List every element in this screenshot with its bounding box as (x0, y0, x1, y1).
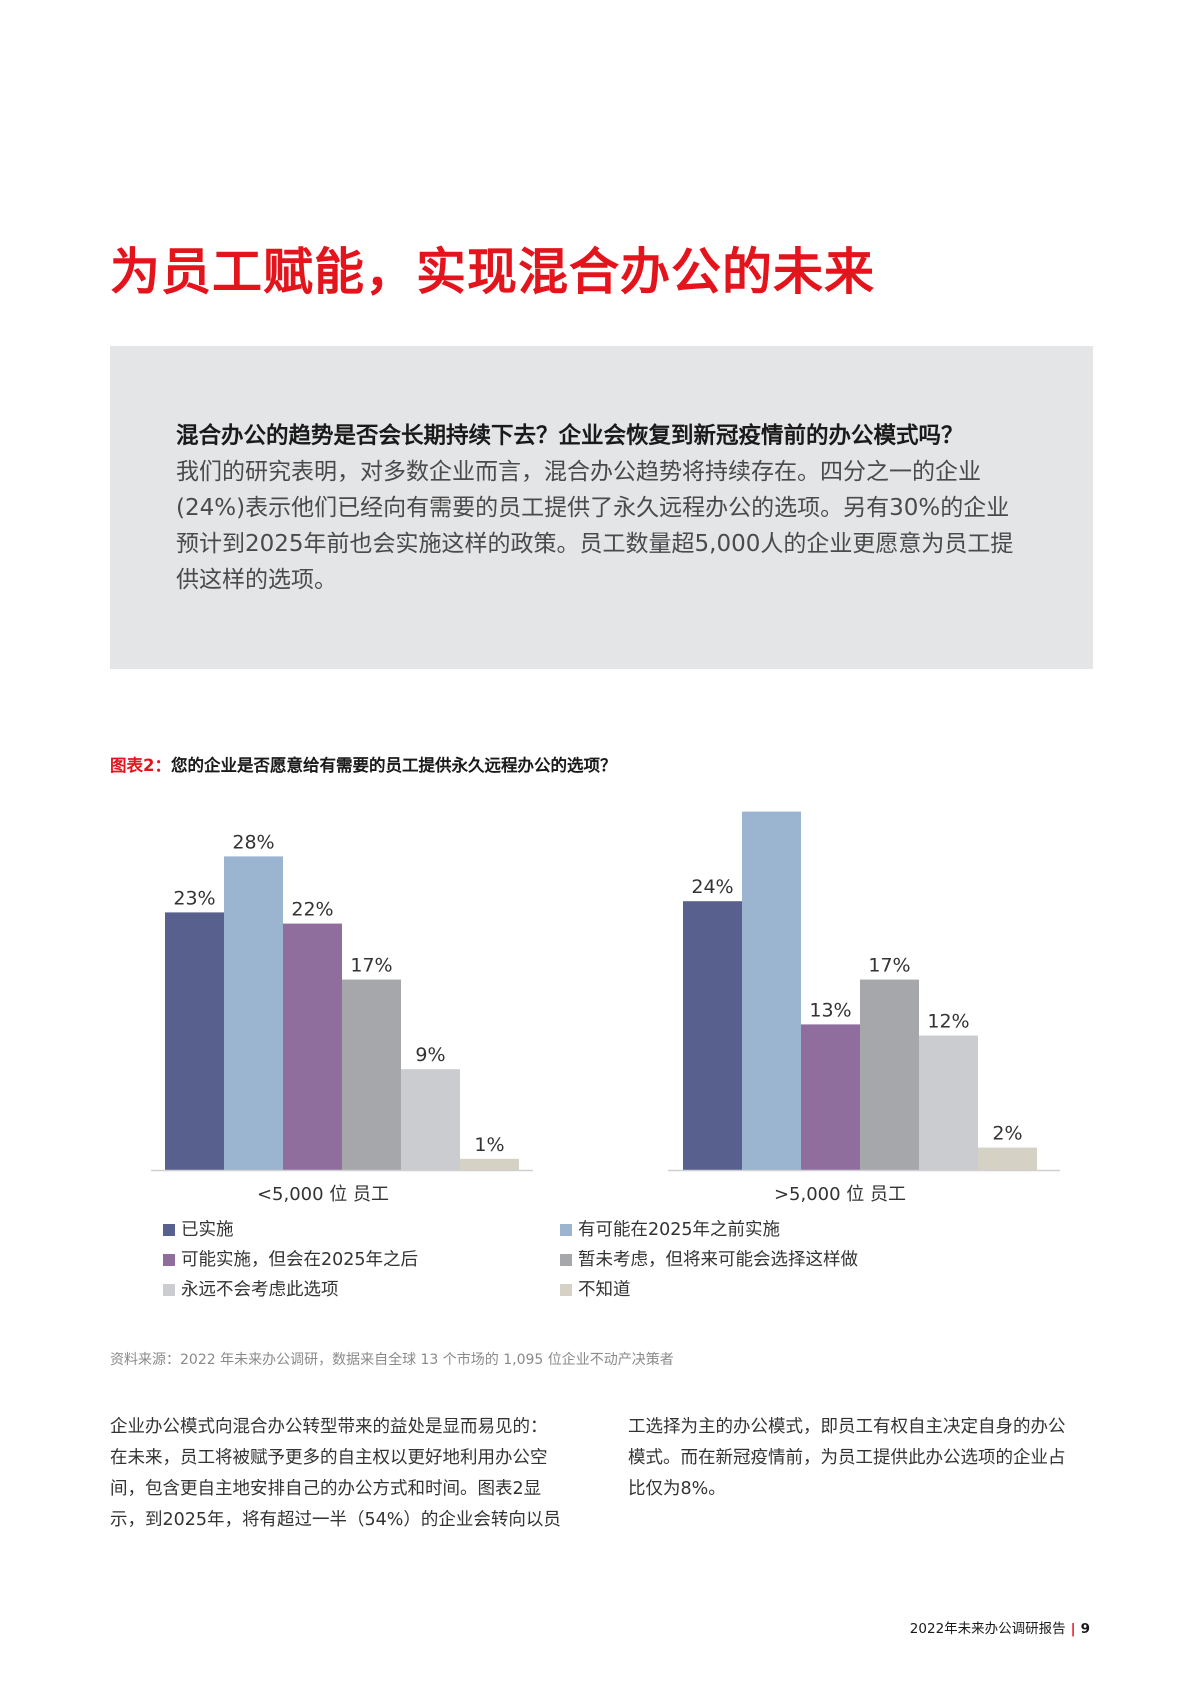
bar (801, 1024, 860, 1170)
data-label: 22% (291, 899, 333, 921)
callout-body-line: (24%)表示他们已经向有需要的员工提供了永久远程办公的选项。另有30%的企业 (176, 495, 1010, 521)
bar (165, 912, 224, 1170)
body-line: 模式。而在新冠疫情前，为员工提供此办公选项的企业占 (628, 1448, 1066, 1468)
callout-box: 混合办公的趋势是否会长期持续下去？企业会恢复到新冠疫情前的办公模式吗？ 我们的研… (110, 346, 1093, 669)
data-label: 12% (927, 1011, 969, 1033)
bar (342, 979, 401, 1170)
callout-body-line: 供这样的选项。 (176, 567, 337, 593)
data-label: 9% (415, 1044, 445, 1066)
bar (683, 901, 742, 1170)
data-label: 1% (474, 1134, 504, 1156)
callout-body: 我们的研究表明，对多数企业而言，混合办公趋势将持续存在。四分之一的企业 (24%… (176, 454, 1037, 598)
legend-item: 可能实施，但会在2025年之后 (163, 1249, 418, 1271)
legend-swatch (560, 1284, 572, 1296)
legend-swatch (560, 1224, 572, 1236)
footer-report-title: 2022年未来办公调研报告 (909, 1621, 1066, 1637)
legend-item: 暂未考虑，但将来可能会选择这样做 (560, 1249, 858, 1271)
legend-label: 不知道 (578, 1280, 631, 1300)
bar (742, 811, 801, 1170)
data-label: 13% (809, 999, 851, 1021)
bar (978, 1147, 1037, 1170)
figure-caption: 图表2：您的企业是否愿意给有需要的员工提供永久远程办公的选项？ (110, 752, 616, 776)
page-title: 为员工赋能，实现混合办公的未来 (110, 243, 875, 301)
page-footer: 2022年未来办公调研报告 | 9 (910, 1617, 1090, 1637)
data-label: 24% (691, 876, 733, 898)
bar-chart: 23%28%22%17%9%1%<5,000 位 员工24%32%13%17%1… (151, 811, 1060, 1205)
bar (224, 856, 283, 1170)
legend-item: 永远不会考虑此选项 (163, 1279, 339, 1301)
body-line: 在未来，员工将被赋予更多的自主权以更好地利用办公空 (110, 1448, 548, 1468)
body-line: 比仅为8%。 (628, 1479, 726, 1499)
body-line: 工选择为主的办公模式，即员工有权自主决定自身的办公 (628, 1417, 1066, 1437)
category-label: <5,000 位 员工 (257, 1184, 389, 1205)
legend-label: 已实施 (181, 1220, 234, 1240)
legend-label: 永远不会考虑此选项 (181, 1280, 339, 1300)
category-label: >5,000 位 员工 (774, 1184, 906, 1205)
bar (460, 1158, 519, 1170)
bar (860, 979, 919, 1170)
legend-swatch (163, 1254, 175, 1266)
legend-label: 有可能在2025年之前实施 (578, 1220, 781, 1240)
bar (401, 1069, 460, 1170)
data-label: 2% (992, 1123, 1022, 1145)
callout-body-line: 我们的研究表明，对多数企业而言，混合办公趋势将持续存在。四分之一的企业 (176, 459, 981, 485)
bar (283, 923, 342, 1170)
figure-title: 您的企业是否愿意给有需要的员工提供永久远程办公的选项？ (170, 756, 617, 775)
callout-body-line: 预计到2025年前也会实施这样的政策。员工数量超5,000人的企业更愿意为员工提 (176, 531, 1014, 557)
legend-swatch (560, 1254, 572, 1266)
data-label: 28% (232, 831, 274, 853)
source-note: 资料来源：2022 年未来办公调研，数据来自全球 13 个市场的 1,095 位… (110, 1352, 674, 1368)
legend-item: 不知道 (560, 1279, 631, 1301)
legend-swatch (163, 1284, 175, 1296)
footer-separator: | (1070, 1621, 1076, 1637)
legend-label: 暂未考虑，但将来可能会选择这样做 (578, 1250, 858, 1270)
body-line: 企业办公模式向混合办公转型带来的益处是显而易见的： (110, 1417, 548, 1437)
callout-question: 混合办公的趋势是否会长期持续下去？企业会恢复到新冠疫情前的办公模式吗？ (176, 423, 964, 449)
body-line: 间，包含更自主地安排自己的办公方式和时间。图表2显 (110, 1479, 542, 1499)
legend-label: 可能实施，但会在2025年之后 (181, 1250, 419, 1270)
body-column-left: 企业办公模式向混合办公转型带来的益处是显而易见的： 在未来，员工将被赋予更多的自… (110, 1412, 590, 1536)
data-label: 23% (173, 887, 215, 909)
legend-item: 已实施 (163, 1219, 234, 1241)
bar (919, 1035, 978, 1170)
figure-label: 图表2： (110, 756, 171, 775)
legend-item: 有可能在2025年之前实施 (560, 1219, 780, 1241)
legend-swatch (163, 1224, 175, 1236)
page-number: 9 (1080, 1621, 1090, 1637)
data-label: 17% (868, 955, 910, 977)
body-column-right: 工选择为主的办公模式，即员工有权自主决定自身的办公 模式。而在新冠疫情前，为员工… (628, 1412, 1108, 1505)
body-line: 示，到2025年，将有超过一半（54%）的企业会转向以员 (110, 1510, 561, 1530)
data-label: 17% (350, 955, 392, 977)
